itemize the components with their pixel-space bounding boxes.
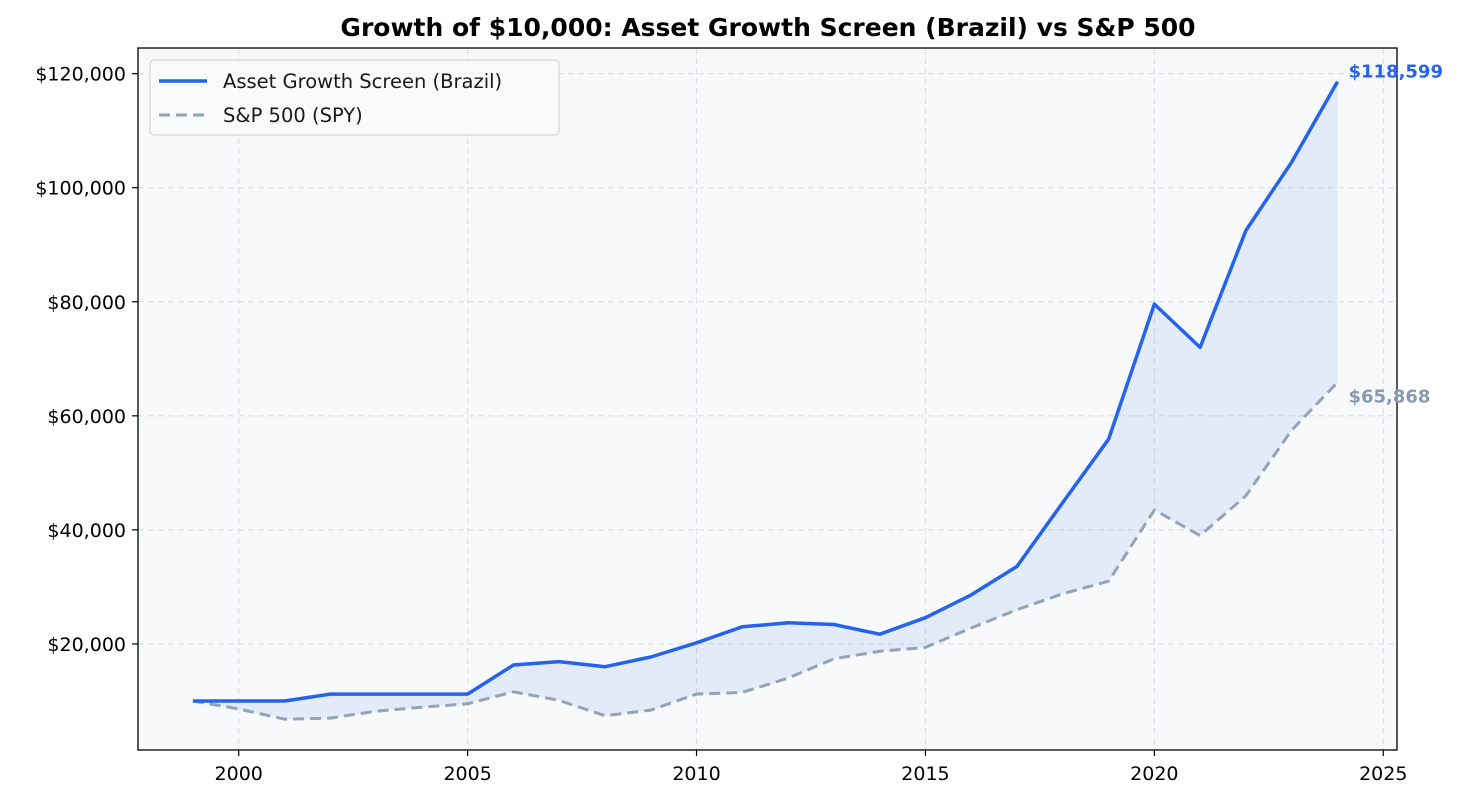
end-value-label: $65,868	[1348, 386, 1430, 407]
y-tick-label: $60,000	[47, 406, 126, 428]
series-line-0	[192, 80, 1340, 703]
plot-area	[138, 48, 1397, 750]
legend-label: Asset Growth Screen (Brazil)	[223, 70, 502, 93]
x-tick-label: 2025	[1359, 763, 1407, 785]
fill-between-area	[192, 81, 1338, 720]
x-tick-label: 2005	[443, 763, 491, 785]
y-tick-label: $100,000	[35, 178, 126, 200]
x-tick-label: 2010	[672, 763, 720, 785]
legend-box	[149, 59, 560, 136]
end-value-label: $118,599	[1348, 62, 1443, 83]
legend-label: S&P 500 (SPY)	[223, 104, 363, 127]
x-tick-label: 2020	[1130, 763, 1178, 785]
series-lines	[192, 80, 1340, 721]
plot-frame	[137, 47, 1398, 751]
y-tick-label: $20,000	[47, 634, 126, 656]
end-labels: $118,599 $65,868	[1348, 62, 1443, 408]
x-tick-label: 2015	[901, 763, 949, 785]
x-tick-label: 2000	[215, 763, 263, 785]
y-tick-label: $80,000	[47, 292, 126, 314]
series-line-1	[192, 381, 1339, 721]
legend: Asset Growth Screen (Brazil) S&P 500 (SPY…	[149, 59, 560, 136]
y-tick-label: $120,000	[35, 64, 126, 86]
fill-between-path	[192, 81, 1338, 720]
axes: 2000 2005 2010 2015 2020 2025 $20,000 $40,000 $6…	[35, 64, 1407, 785]
y-tick-label: $40,000	[47, 520, 126, 542]
chart-title: Growth of $10,000: Asset Growth Screen (…	[340, 13, 1195, 42]
grid-lines	[138, 48, 1397, 750]
